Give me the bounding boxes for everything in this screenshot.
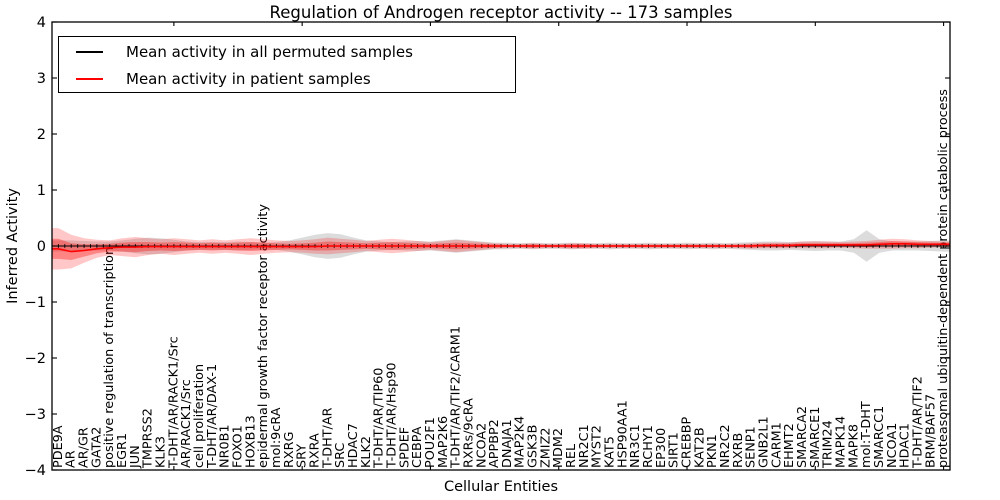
- x-tick-label: BRM/BAF57: [923, 394, 938, 468]
- x-tick-label: proteasomal ubiquitin-dependent protein …: [936, 89, 951, 468]
- x-tick-label: RXRB: [731, 433, 746, 468]
- patient-band-inner: [52, 238, 950, 260]
- x-tick-label: HDAC1: [898, 423, 913, 468]
- x-tick-label: DNAJA1: [500, 419, 515, 468]
- x-tick-label: positive regulation of transcription: [102, 247, 117, 468]
- x-tick-label: AR/RACK1/Src: [179, 379, 194, 468]
- x-tick-label: FOXO1: [231, 425, 246, 468]
- x-tick-label: RXRs/9cRA: [461, 398, 476, 468]
- x-tick-label: REL: [564, 443, 579, 468]
- x-tick-label: MAPK14: [834, 416, 849, 468]
- x-tick-label: cell proliferation: [192, 364, 207, 468]
- x-tick-label: JUN: [128, 445, 143, 469]
- y-tick-label: 4: [37, 15, 46, 31]
- x-tick-label: MYST2: [590, 425, 605, 468]
- x-tick-label: HSP90AA1: [615, 400, 630, 468]
- legend-entry-patient: Mean activity in patient samples: [59, 65, 515, 92]
- x-tick-label: POU2F1: [423, 417, 438, 468]
- x-tick-label: SPDEF: [397, 427, 412, 468]
- x-tick-label: MAP2K4: [513, 416, 528, 468]
- x-tick-label: SMARCA2: [795, 406, 810, 468]
- x-tick-label: SMARCC1: [872, 406, 887, 468]
- x-tick-label: MAPK8: [846, 424, 861, 468]
- axis-ticks: [52, 21, 950, 471]
- x-tick-label: KAT2B: [692, 427, 707, 468]
- x-tick-label: MDM2: [551, 428, 566, 468]
- legend: Mean activity in all permuted samples Me…: [58, 36, 516, 93]
- x-tick-label: RCHY1: [641, 425, 656, 468]
- legend-label-permuted: Mean activity in all permuted samples: [126, 42, 413, 61]
- y-tick-label: 1: [37, 183, 46, 199]
- x-tick-label: T-DHT/AR: [320, 407, 335, 469]
- legend-label-patient: Mean activity in patient samples: [126, 69, 371, 88]
- x-tick-label: GATA2: [89, 427, 104, 468]
- x-tick-label: mol:9cRA: [269, 407, 284, 468]
- x-tick-label: KAT5: [603, 436, 618, 468]
- x-tick-label: T-DHT/AR/Hsp90: [385, 362, 400, 469]
- x-tick-label: T-DHT/AR/RACK1/Src: [166, 336, 181, 469]
- x-tick-label: APPBP2: [487, 419, 502, 468]
- x-tick-label: PKN1: [705, 434, 720, 468]
- y-tick-labels: −4 −3 −2 −1 0 1 2 3 4: [25, 15, 46, 479]
- x-tick-label: SRC: [333, 443, 348, 468]
- x-tick-label: KLK3: [154, 436, 169, 468]
- x-tick-label: EP300: [654, 428, 669, 468]
- x-tick-label: AR/GR: [77, 427, 92, 468]
- x-tick-label: T-DHT/AR/TIF2: [910, 376, 925, 469]
- y-tick-label: −1: [25, 295, 46, 311]
- x-tick-label: HOXB13: [243, 415, 258, 468]
- x-tick-label: NR3C1: [628, 424, 643, 468]
- legend-line-permuted-icon: [76, 50, 103, 53]
- x-tick-label: MAP2K6: [436, 416, 451, 468]
- x-tick-label: T-DHT/AR/DAX-1: [205, 364, 220, 469]
- y-tick-label: −3: [25, 407, 46, 423]
- x-tick-label: mol:T-DHT: [859, 401, 874, 468]
- y-tick-label: 0: [37, 239, 46, 255]
- x-tick-label: T-DHT/AR/TIF2/CARM1: [449, 326, 464, 469]
- x-tick-label: SMARCE1: [808, 407, 823, 468]
- x-tick-label: EGR1: [115, 433, 130, 468]
- x-tick-label: NR2C1: [577, 424, 592, 468]
- x-tick-label: RXRG: [282, 432, 297, 468]
- patient-band-outer: [52, 228, 950, 270]
- patient-mean-line: [52, 243, 950, 253]
- y-tick-label: −2: [25, 351, 46, 367]
- x-tick-label: CEBPA: [410, 426, 425, 468]
- y-tick-label: 3: [37, 71, 46, 87]
- x-tick-label: PDE9A: [51, 425, 66, 468]
- x-tick-label: NR2C2: [718, 424, 733, 468]
- x-tick-label: ZMIZ2: [538, 428, 553, 469]
- x-tick-label: TMPRSS2: [141, 408, 156, 469]
- chart-title: Regulation of Androgen receptor activity…: [269, 3, 733, 22]
- x-tick-label: CREBBP: [680, 417, 695, 468]
- x-tick-label: EHMT2: [782, 423, 797, 468]
- x-tick-label: NCOA2: [474, 423, 489, 468]
- y-tick-label: −4: [25, 463, 46, 479]
- x-tick-label: KLK2: [359, 436, 374, 468]
- x-tick-label: CARM1: [769, 422, 784, 468]
- x-tick-label: epidermal growth factor receptor activit…: [256, 204, 271, 468]
- x-tick-label: GNB2L1: [757, 416, 772, 468]
- x-tick-label: GSK3B: [526, 425, 541, 468]
- x-tick-label: SRY: [295, 444, 310, 468]
- x-tick-label: RXRA: [308, 433, 323, 468]
- x-tick-label: TRIM24: [821, 420, 836, 469]
- y-tick-label: 2: [37, 127, 46, 143]
- x-tick-label: HDAC7: [346, 423, 361, 468]
- x-tick-label: T-DHT/AR/TIP60: [372, 368, 387, 469]
- x-tick-label: SENP1: [744, 426, 759, 468]
- legend-line-patient-icon: [76, 77, 103, 80]
- x-axis-label: Cellular Entities: [443, 479, 559, 495]
- x-tick-label: NR0B1: [218, 424, 233, 468]
- x-tick-label: AR: [64, 450, 79, 468]
- x-tick-label: NCOA1: [885, 423, 900, 468]
- x-tick-label: SIRT1: [667, 432, 682, 468]
- legend-entry-permuted: Mean activity in all permuted samples: [59, 38, 515, 65]
